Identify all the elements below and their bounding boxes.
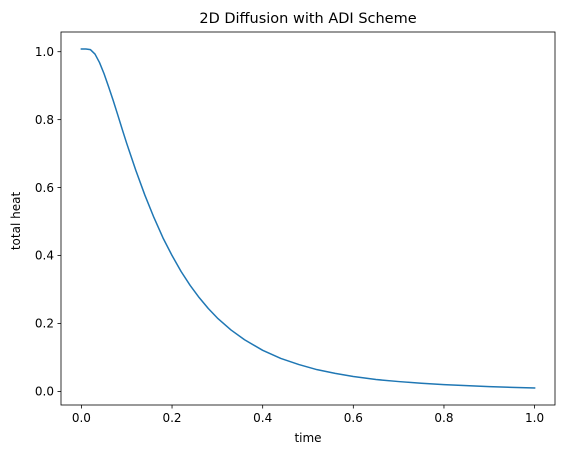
x-tick-label: 0.6 xyxy=(344,411,363,425)
x-axis-label: time xyxy=(294,431,321,445)
x-tick-label: 0.0 xyxy=(72,411,91,425)
chart-title: 2D Diffusion with ADI Scheme xyxy=(199,11,416,27)
y-axis-label: total heat xyxy=(9,192,23,251)
y-tick-label: 1.0 xyxy=(35,45,54,59)
y-tick-label: 0.8 xyxy=(35,113,54,127)
x-tick-label: 1.0 xyxy=(525,411,544,425)
x-tick-label: 0.8 xyxy=(434,411,453,425)
y-tick-label: 0.6 xyxy=(35,181,54,195)
x-tick-label: 0.2 xyxy=(162,411,181,425)
x-tick-label: 0.4 xyxy=(253,411,272,425)
y-tick-label: 0.4 xyxy=(35,249,54,263)
y-tick-label: 0.2 xyxy=(35,317,54,331)
y-tick-label: 0.0 xyxy=(35,385,54,399)
